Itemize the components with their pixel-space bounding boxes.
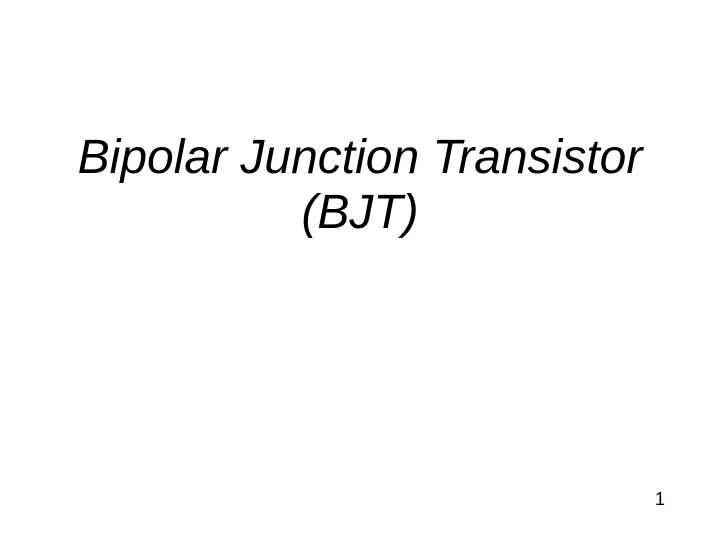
slide-title-line2: (BJT) — [0, 185, 720, 240]
page-number: 1 — [655, 489, 665, 510]
slide-title-line1: Bipolar Junction Transistor — [0, 130, 720, 185]
slide-title-container: Bipolar Junction Transistor (BJT) — [0, 130, 720, 240]
